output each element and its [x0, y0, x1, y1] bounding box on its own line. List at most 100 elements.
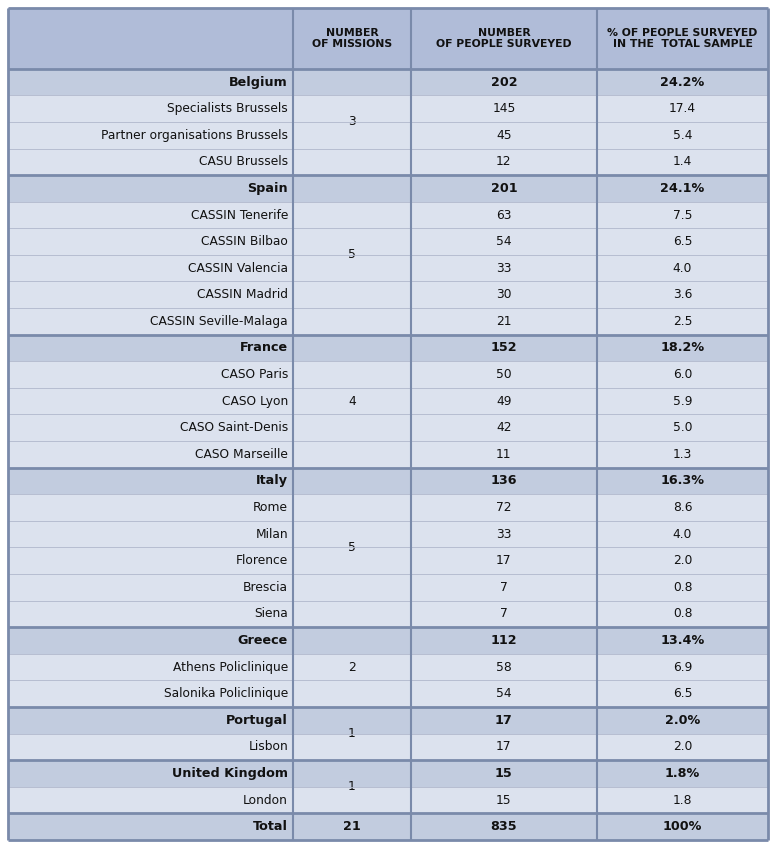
- Text: 30: 30: [496, 288, 511, 301]
- Text: 1.3: 1.3: [673, 448, 692, 460]
- Bar: [597, 787, 768, 813]
- Text: 2.0: 2.0: [673, 555, 692, 567]
- Text: 202: 202: [490, 75, 518, 88]
- Bar: [8, 734, 293, 760]
- Bar: [293, 335, 411, 361]
- Bar: [293, 282, 411, 308]
- Bar: [411, 628, 597, 654]
- Bar: [597, 335, 768, 361]
- Bar: [8, 467, 293, 494]
- Text: 54: 54: [496, 687, 511, 700]
- Bar: [293, 95, 411, 122]
- Bar: [597, 467, 768, 494]
- Bar: [411, 255, 597, 282]
- Bar: [8, 680, 293, 707]
- Bar: [597, 8, 768, 69]
- Bar: [597, 69, 768, 95]
- Text: 17: 17: [496, 555, 511, 567]
- Text: CASU Brussels: CASU Brussels: [199, 155, 288, 168]
- Text: 17: 17: [495, 714, 513, 727]
- Text: CASSIN Valencia: CASSIN Valencia: [188, 262, 288, 275]
- Text: 12: 12: [496, 155, 511, 168]
- Text: 2.5: 2.5: [673, 315, 692, 328]
- Bar: [597, 95, 768, 122]
- Text: France: France: [240, 342, 288, 354]
- Text: 1: 1: [348, 727, 355, 740]
- Bar: [293, 680, 411, 707]
- Bar: [597, 255, 768, 282]
- Bar: [597, 734, 768, 760]
- Bar: [293, 176, 411, 202]
- Bar: [411, 415, 597, 441]
- Text: 6.5: 6.5: [673, 687, 692, 700]
- Text: 16.3%: 16.3%: [660, 475, 705, 488]
- Bar: [293, 574, 411, 600]
- Bar: [8, 176, 293, 202]
- Bar: [411, 654, 597, 680]
- Bar: [411, 521, 597, 548]
- Bar: [293, 760, 411, 787]
- Bar: [293, 308, 411, 335]
- Bar: [597, 680, 768, 707]
- Bar: [597, 228, 768, 255]
- Text: CASO Lyon: CASO Lyon: [222, 394, 288, 408]
- Text: 136: 136: [490, 475, 517, 488]
- Text: 50: 50: [496, 368, 511, 381]
- Bar: [293, 654, 411, 680]
- Bar: [411, 388, 597, 415]
- Bar: [293, 388, 411, 415]
- Text: 21: 21: [496, 315, 511, 328]
- Bar: [597, 574, 768, 600]
- Text: 33: 33: [496, 262, 511, 275]
- Bar: [8, 813, 293, 840]
- Bar: [293, 228, 411, 255]
- Text: 13.4%: 13.4%: [660, 634, 705, 647]
- Bar: [411, 548, 597, 574]
- Text: 835: 835: [490, 820, 518, 834]
- Text: 15: 15: [495, 767, 513, 780]
- Bar: [597, 654, 768, 680]
- Bar: [597, 521, 768, 548]
- Text: Athens Policlinique: Athens Policlinique: [173, 661, 288, 673]
- Bar: [411, 494, 597, 521]
- Bar: [411, 308, 597, 335]
- Text: 1.8%: 1.8%: [665, 767, 700, 780]
- Bar: [293, 122, 411, 148]
- Text: 6.5: 6.5: [673, 235, 692, 248]
- Bar: [293, 787, 411, 813]
- Bar: [293, 600, 411, 628]
- Bar: [597, 600, 768, 628]
- Text: Italy: Italy: [256, 475, 288, 488]
- Text: 2: 2: [348, 661, 355, 673]
- Text: CASSIN Tenerife: CASSIN Tenerife: [191, 209, 288, 221]
- Text: 6.9: 6.9: [673, 661, 692, 673]
- Text: 5.0: 5.0: [673, 421, 692, 434]
- Text: 1: 1: [348, 780, 355, 794]
- Bar: [597, 388, 768, 415]
- Bar: [293, 148, 411, 176]
- Text: 5.9: 5.9: [673, 394, 692, 408]
- Text: Lisbon: Lisbon: [248, 740, 288, 753]
- Bar: [411, 8, 597, 69]
- Bar: [8, 335, 293, 361]
- Text: 3.6: 3.6: [673, 288, 692, 301]
- Bar: [8, 600, 293, 628]
- Text: 3: 3: [348, 115, 355, 128]
- Text: 0.8: 0.8: [673, 607, 692, 621]
- Text: 201: 201: [490, 182, 518, 195]
- Text: 4: 4: [348, 394, 355, 408]
- Bar: [293, 69, 411, 95]
- Bar: [8, 148, 293, 176]
- Text: 1.4: 1.4: [673, 155, 692, 168]
- Text: 1.8: 1.8: [673, 794, 692, 806]
- Bar: [293, 734, 411, 760]
- Bar: [597, 282, 768, 308]
- Bar: [293, 8, 411, 69]
- Bar: [411, 202, 597, 228]
- Text: 33: 33: [496, 527, 511, 541]
- Text: 7: 7: [500, 607, 508, 621]
- Text: 8.6: 8.6: [673, 501, 692, 514]
- Bar: [597, 707, 768, 734]
- Text: 100%: 100%: [663, 820, 702, 834]
- Text: 145: 145: [492, 102, 515, 115]
